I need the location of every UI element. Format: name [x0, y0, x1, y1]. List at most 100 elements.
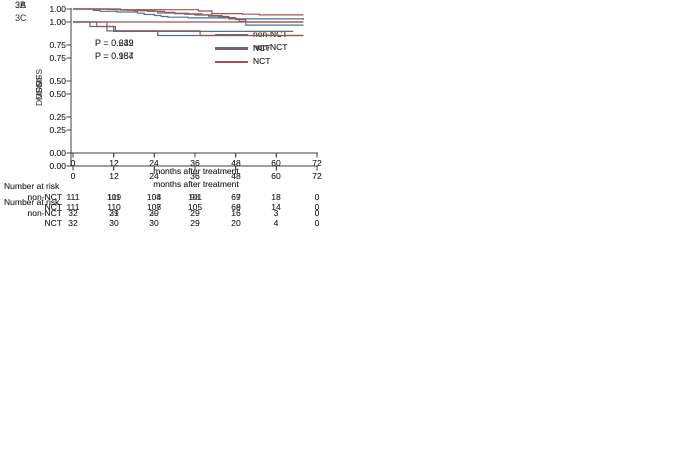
risk-value: 29 [190, 218, 200, 228]
x-tick-label: 72 [312, 158, 322, 168]
risk-row-nct: NCT 32 30 30 29 20 4 0 [0, 218, 337, 228]
x-tick-label: 72 [312, 171, 322, 181]
risk-value: 0 [314, 192, 320, 202]
y-tick-label: 0.75 [49, 40, 66, 50]
panel-label: 3B [15, 0, 27, 10]
risk-row-label: non-NCT [27, 192, 62, 202]
p-value: P = 0.649 [95, 38, 134, 48]
x-tick-label: 72 [312, 171, 322, 181]
risk-row-label: non-NCT [27, 208, 62, 218]
risk-table-header: Number at risk [4, 197, 60, 207]
legend-line-nct [215, 61, 248, 63]
x-tick-label: 60 [271, 171, 281, 181]
risk-row-label: non-NCT [27, 192, 62, 202]
x-tick-label: 36 [190, 171, 200, 181]
legend-label: NCT [253, 56, 271, 66]
x-tick-label: 72 [312, 158, 322, 168]
y-tick-label: 0.25 [49, 112, 66, 122]
legend-line-nct [215, 48, 248, 50]
risk-value: 101 [187, 192, 203, 202]
risk-value: 111 [66, 202, 80, 212]
y-tick-label: 0.75 [49, 53, 66, 63]
risk-value: 107 [146, 202, 162, 212]
p-value: P = 0.157 [95, 51, 134, 61]
risk-value: 0 [314, 218, 320, 228]
legend-label: non-NCT [253, 29, 288, 39]
risk-value: 69 [231, 192, 241, 202]
risk-row-non-nct: non-NCT 32 31 30 29 16 3 0 [0, 208, 337, 218]
x-tick-label: 12 [109, 158, 119, 168]
risk-value: 29 [109, 208, 119, 218]
risk-row-nct: NCT 111 110 108 105 69 14 0 [0, 202, 337, 212]
risk-table-3d: Number at risk non-NCT 32 31 30 29 16 3 … [0, 197, 337, 231]
risk-value: 110 [107, 202, 121, 212]
risk-value: 0 [314, 218, 320, 228]
y-tick-label: 0.25 [49, 112, 66, 122]
risk-value: 31 [109, 208, 119, 218]
x-tick-label: 12 [109, 171, 119, 181]
risk-value: 16 [231, 208, 241, 218]
risk-table-header: Number at risk [4, 197, 60, 207]
km-plot-3d [66, 21, 318, 171]
risk-value: 29 [190, 218, 200, 228]
risk-value: 0 [314, 208, 320, 218]
x-tick-label: 24 [149, 158, 159, 168]
x-tick-label: 36 [190, 158, 200, 168]
risk-value: 29 [190, 208, 200, 218]
x-tick-label: 48 [231, 171, 241, 181]
risk-value: 32 [68, 208, 78, 218]
risk-value: 18 [271, 192, 281, 202]
x-tick-label: 12 [109, 171, 119, 181]
risk-row-nct: NCT 32 30 30 29 20 4 0 [0, 218, 337, 228]
x-tick-label: 12 [109, 158, 119, 168]
risk-value: 4 [273, 218, 279, 228]
legend-line-non-nct [215, 47, 248, 49]
risk-value: 3 [273, 208, 279, 218]
y-tick-label: 0.00 [49, 161, 66, 171]
km-curve-nct [73, 21, 304, 37]
y-tick-label: 0.00 [49, 148, 66, 158]
y-tick-label: 0.00 [49, 161, 66, 171]
risk-value: 0 [314, 208, 320, 218]
risk-row-label: NCT [44, 202, 62, 212]
y-tick-label: 0.25 [49, 125, 66, 135]
plot-area-3d: OS 1.00 0.75 0.50 0.25 0.00 0 12 24 36 4… [0, 13, 337, 189]
x-tick-label: 48 [231, 158, 241, 168]
x-tick-label: 60 [271, 171, 281, 181]
risk-value: 30 [149, 208, 159, 218]
risk-value: 111 [66, 192, 80, 202]
y-tick-label: 1.00 [49, 4, 66, 14]
legend-label: non-NCT [253, 29, 288, 39]
plot-area-3c: 3C DMFS 1.00 0.75 0.50 0.25 0.00 0 12 24… [0, 13, 337, 189]
panel-label: 3A [15, 0, 27, 10]
risk-value: 68 [231, 202, 241, 212]
legend-label: non-NCT [253, 42, 288, 52]
x-tick-label: 24 [149, 171, 159, 181]
x-tick-label: 36 [190, 171, 200, 181]
risk-value: 14 [271, 202, 281, 212]
risk-value: 105 [187, 202, 203, 212]
y-tick-label: 0.75 [49, 40, 66, 50]
risk-table-header: Number at risk [4, 181, 60, 191]
y-tick-label: 1.00 [49, 4, 66, 14]
x-tick-label: 60 [271, 158, 281, 168]
x-axis-label: months after treatment [153, 166, 239, 176]
risk-row-label: NCT [44, 218, 62, 228]
x-axis-label: months after treatment [153, 179, 239, 189]
risk-value: 32 [68, 218, 78, 228]
risk-value: 30 [109, 218, 119, 228]
risk-value: 69 [231, 202, 241, 212]
y-tick-label: 0.25 [49, 125, 66, 135]
risk-value: 20 [231, 218, 241, 228]
p-value: P = 0.232 [95, 38, 134, 48]
risk-row-non-nct: non-NCT 111 111 108 101 69 18 0 [0, 192, 337, 202]
x-tick-label: 36 [190, 158, 200, 168]
risk-value: 67 [231, 192, 241, 202]
risk-value: 30 [149, 218, 159, 228]
risk-value: 105 [187, 202, 203, 212]
risk-value: 108 [146, 202, 162, 212]
y-tick-label: 1.00 [49, 17, 66, 27]
risk-row-label: NCT [44, 218, 62, 228]
y-tick-label: 1.00 [49, 17, 66, 27]
risk-value: 111 [66, 192, 80, 202]
